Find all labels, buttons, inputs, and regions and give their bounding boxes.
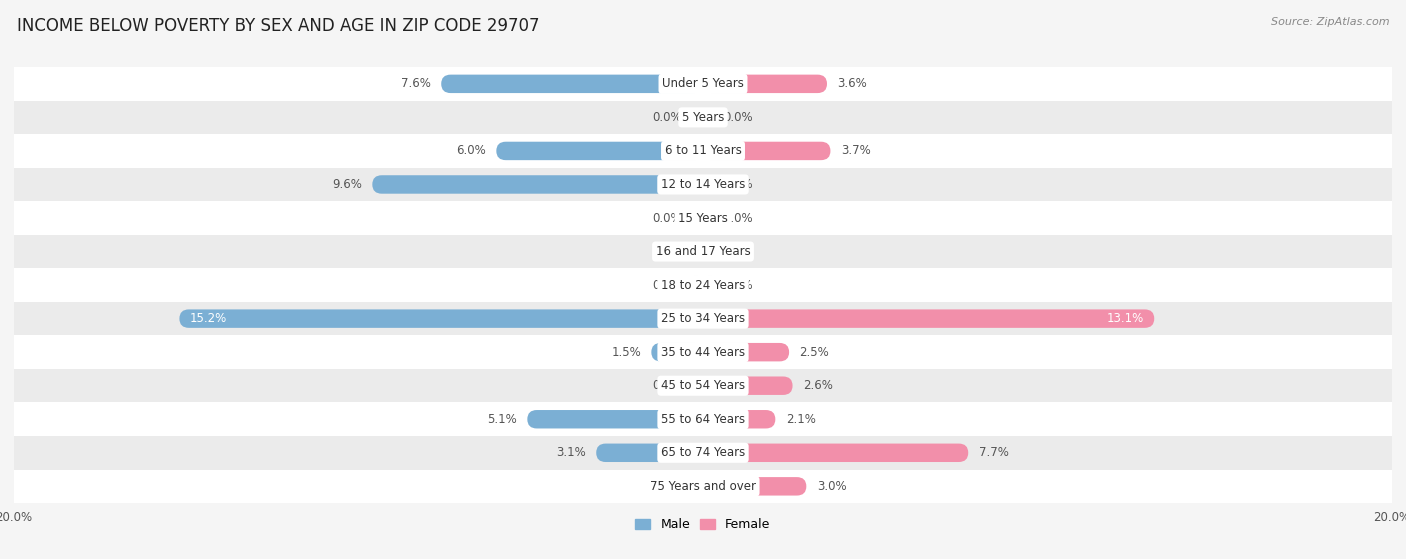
FancyBboxPatch shape (703, 444, 969, 462)
FancyBboxPatch shape (703, 209, 717, 227)
Text: 5 Years: 5 Years (682, 111, 724, 124)
FancyBboxPatch shape (496, 141, 703, 160)
FancyBboxPatch shape (596, 444, 703, 462)
Text: 0.0%: 0.0% (724, 245, 754, 258)
Text: 0.0%: 0.0% (652, 278, 682, 292)
Text: 2.6%: 2.6% (803, 379, 832, 392)
Text: 15 Years: 15 Years (678, 211, 728, 225)
Text: 75 Years and over: 75 Years and over (650, 480, 756, 493)
Bar (14, 268, 1392, 302)
FancyBboxPatch shape (689, 108, 703, 126)
Bar (14, 67, 1392, 101)
FancyBboxPatch shape (441, 74, 703, 93)
Text: 9.6%: 9.6% (332, 178, 361, 191)
Text: 0.0%: 0.0% (652, 111, 682, 124)
FancyBboxPatch shape (689, 209, 703, 227)
FancyBboxPatch shape (703, 175, 717, 193)
FancyBboxPatch shape (703, 310, 1154, 328)
Text: 3.0%: 3.0% (817, 480, 846, 493)
Text: 35 to 44 Years: 35 to 44 Years (661, 345, 745, 359)
FancyBboxPatch shape (703, 141, 831, 160)
Text: 45 to 54 Years: 45 to 54 Years (661, 379, 745, 392)
Bar (14, 369, 1392, 402)
Bar (14, 302, 1392, 335)
Bar (14, 402, 1392, 436)
Bar (14, 168, 1392, 201)
Text: 0.0%: 0.0% (652, 211, 682, 225)
FancyBboxPatch shape (703, 243, 717, 260)
Bar (14, 235, 1392, 268)
Bar (14, 436, 1392, 470)
Text: Under 5 Years: Under 5 Years (662, 77, 744, 91)
FancyBboxPatch shape (689, 377, 703, 395)
Bar (14, 335, 1392, 369)
Text: 7.7%: 7.7% (979, 446, 1008, 459)
FancyBboxPatch shape (689, 276, 703, 294)
Text: 5.1%: 5.1% (488, 413, 517, 426)
Text: 55 to 64 Years: 55 to 64 Years (661, 413, 745, 426)
FancyBboxPatch shape (689, 243, 703, 260)
FancyBboxPatch shape (703, 108, 717, 126)
FancyBboxPatch shape (689, 477, 703, 496)
Text: 0.0%: 0.0% (724, 278, 754, 292)
Text: 3.6%: 3.6% (838, 77, 868, 91)
Text: 12 to 14 Years: 12 to 14 Years (661, 178, 745, 191)
Text: INCOME BELOW POVERTY BY SEX AND AGE IN ZIP CODE 29707: INCOME BELOW POVERTY BY SEX AND AGE IN Z… (17, 17, 540, 35)
Text: 0.0%: 0.0% (724, 211, 754, 225)
Text: 0.0%: 0.0% (724, 111, 754, 124)
FancyBboxPatch shape (703, 74, 827, 93)
Text: 0.0%: 0.0% (652, 379, 682, 392)
Text: 16 and 17 Years: 16 and 17 Years (655, 245, 751, 258)
FancyBboxPatch shape (651, 343, 703, 361)
FancyBboxPatch shape (703, 276, 717, 294)
Text: 2.1%: 2.1% (786, 413, 815, 426)
Text: 0.0%: 0.0% (724, 178, 754, 191)
Text: 15.2%: 15.2% (190, 312, 226, 325)
FancyBboxPatch shape (180, 310, 703, 328)
Text: 0.0%: 0.0% (652, 245, 682, 258)
FancyBboxPatch shape (703, 377, 793, 395)
Text: 18 to 24 Years: 18 to 24 Years (661, 278, 745, 292)
Text: Source: ZipAtlas.com: Source: ZipAtlas.com (1271, 17, 1389, 27)
Text: 3.1%: 3.1% (557, 446, 586, 459)
Text: 25 to 34 Years: 25 to 34 Years (661, 312, 745, 325)
Bar (14, 134, 1392, 168)
FancyBboxPatch shape (703, 343, 789, 361)
FancyBboxPatch shape (703, 410, 775, 428)
Text: 1.5%: 1.5% (612, 345, 641, 359)
Legend: Male, Female: Male, Female (630, 513, 776, 536)
Text: 6 to 11 Years: 6 to 11 Years (665, 144, 741, 158)
Text: 13.1%: 13.1% (1107, 312, 1144, 325)
Text: 7.6%: 7.6% (401, 77, 430, 91)
FancyBboxPatch shape (703, 477, 807, 496)
Bar (14, 101, 1392, 134)
Bar (14, 470, 1392, 503)
Text: 3.7%: 3.7% (841, 144, 870, 158)
Text: 0.0%: 0.0% (652, 480, 682, 493)
Text: 6.0%: 6.0% (456, 144, 486, 158)
Bar (14, 201, 1392, 235)
FancyBboxPatch shape (373, 175, 703, 193)
FancyBboxPatch shape (527, 410, 703, 428)
Text: 2.5%: 2.5% (800, 345, 830, 359)
Text: 65 to 74 Years: 65 to 74 Years (661, 446, 745, 459)
